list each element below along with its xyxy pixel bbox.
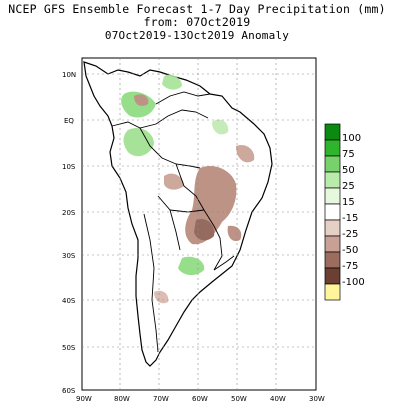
legend-swatch — [324, 267, 341, 285]
lon-label: 90W — [76, 395, 92, 403]
lon-label: 30W — [309, 395, 325, 403]
legend-swatch — [324, 283, 341, 301]
dry-anomaly-area — [227, 225, 242, 242]
legend-swatch — [324, 219, 341, 237]
legend-label: -15 — [342, 213, 359, 224]
lon-label: 70W — [153, 395, 169, 403]
legend-swatch — [324, 187, 341, 205]
legend-label: 75 — [342, 149, 355, 160]
legend-label: 100 — [342, 133, 362, 144]
lon-label: 50W — [231, 395, 247, 403]
lat-label: 10N — [62, 71, 76, 79]
legend-label: -100 — [342, 277, 365, 288]
lat-lon-grid — [82, 58, 316, 390]
wet-anomaly-area — [212, 119, 229, 135]
legend-swatch — [324, 155, 341, 173]
legend-label: 15 — [342, 197, 355, 208]
legend-color-bar — [324, 123, 341, 301]
legend-label: 25 — [342, 181, 355, 192]
legend-label: -75 — [342, 261, 359, 272]
legend-label: -50 — [342, 245, 359, 256]
anomaly-shading — [121, 74, 255, 304]
lat-label: 30S — [62, 252, 76, 260]
dry-anomaly-area — [236, 144, 255, 163]
lon-label: 60W — [192, 395, 208, 403]
lon-label: 80W — [114, 395, 130, 403]
lat-label: 20S — [62, 209, 76, 217]
forecast-date: from: 07Oct2019 — [143, 15, 251, 29]
wet-anomaly-area — [162, 74, 182, 90]
dry-anomaly-area — [164, 173, 184, 190]
lon-label: 40W — [270, 395, 286, 403]
country-borders — [111, 91, 235, 353]
wet-anomaly-area — [178, 256, 205, 276]
legend-swatch — [324, 139, 341, 157]
legend-swatch — [324, 123, 341, 141]
legend-label: 50 — [342, 165, 355, 176]
lat-label: 40S — [62, 297, 76, 305]
dry-anomaly-area — [194, 218, 215, 241]
lat-label: 60S — [62, 387, 76, 395]
map-title: NCEP GFS Ensemble Forecast 1-7 Day Preci… — [8, 2, 386, 16]
legend-swatch — [324, 171, 341, 189]
lat-label: 50S — [62, 344, 76, 352]
dry-anomaly-area — [134, 94, 149, 106]
legend-swatch — [324, 203, 341, 221]
longitude-labels: 90W 80W 70W 60W 50W 40W 30W — [76, 395, 325, 403]
latitude-labels: 10N EQ 10S 20S 30S 40S 50S 60S — [62, 71, 76, 395]
lat-label: 10S — [62, 163, 76, 171]
anomaly-period: 07Oct2019-13Oct2019 Anomaly — [104, 29, 290, 42]
legend-swatch — [324, 251, 341, 269]
legend-label: -25 — [342, 229, 359, 240]
legend-swatch — [324, 235, 341, 253]
wet-anomaly-area — [123, 127, 154, 157]
lat-label: EQ — [64, 117, 74, 125]
